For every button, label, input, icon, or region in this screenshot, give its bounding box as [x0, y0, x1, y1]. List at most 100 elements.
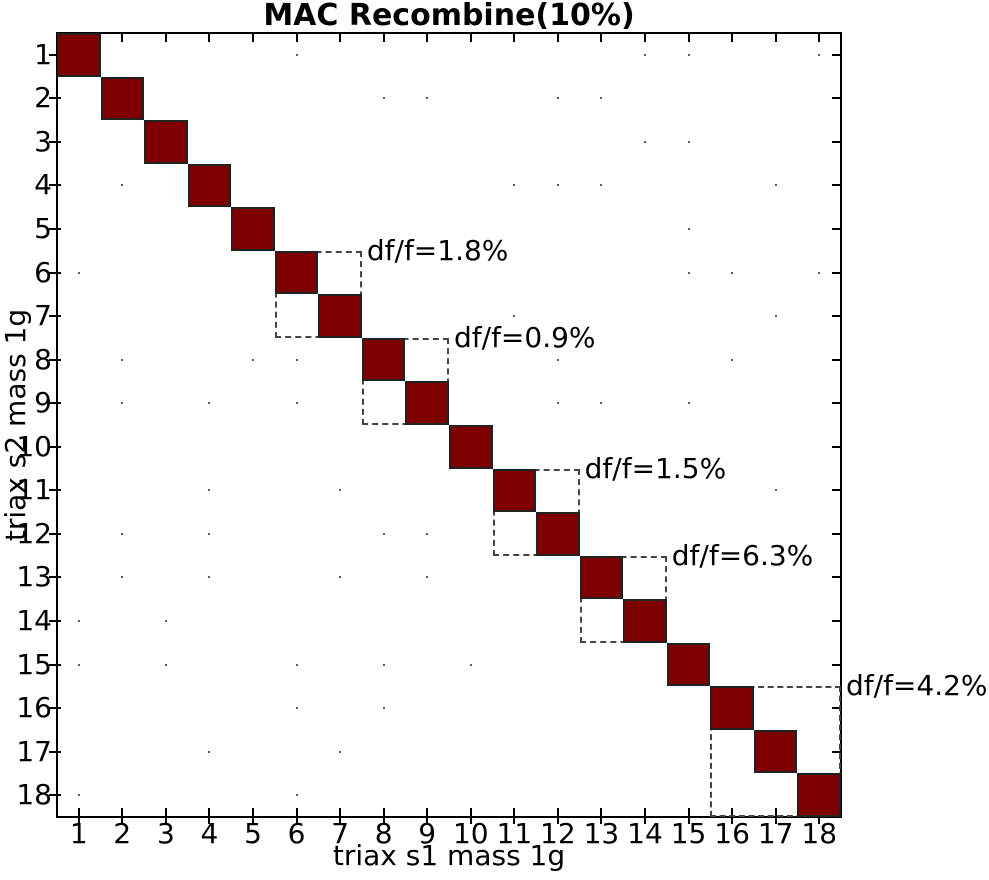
x-axis-tick-top: [687, 34, 690, 42]
low-mac-speck: [556, 402, 559, 405]
y-axis-tick-right: [832, 576, 841, 579]
y-axis-tick-left: [49, 184, 61, 187]
mac-diagonal-cell: [492, 468, 537, 513]
low-mac-speck: [77, 620, 80, 622]
x-axis-tick-top: [469, 34, 472, 42]
low-mac-speck: [121, 532, 124, 535]
y-axis-tick-left: [49, 750, 61, 753]
low-mac-speck: [426, 97, 429, 100]
mac-diagonal-cell: [536, 512, 580, 556]
y-axis-tick-right: [832, 140, 841, 143]
low-mac-speck: [164, 663, 167, 666]
mac-diagonal-cell: [623, 599, 667, 643]
low-mac-speck: [774, 315, 777, 318]
low-mac-speck: [556, 97, 559, 100]
mode-group-dashed-box: [492, 468, 580, 556]
x-axis-tick-bottom: [469, 808, 472, 824]
low-mac-speck: [295, 707, 298, 710]
x-axis-tick-bottom: [644, 808, 646, 824]
x-axis-tick-top: [818, 34, 821, 42]
low-mac-speck: [295, 794, 298, 797]
x-tick-label: 15: [670, 817, 707, 850]
x-tick-label: 11: [496, 817, 533, 850]
low-mac-speck: [121, 402, 124, 405]
x-axis-tick-bottom: [339, 808, 342, 824]
x-axis-tick-top: [382, 34, 385, 42]
x-axis-tick-bottom: [208, 808, 211, 824]
df-over-f-annotation: df/f=1.8%: [366, 233, 509, 267]
low-mac-speck: [382, 707, 385, 710]
y-tick-label: 10: [16, 429, 52, 463]
low-mac-speck: [426, 576, 429, 579]
x-axis-tick-top: [426, 34, 429, 42]
y-axis-tick-right: [832, 445, 841, 448]
x-tick-label: 8: [374, 817, 393, 850]
y-tick-label: 3: [34, 124, 52, 158]
low-mac-speck: [731, 358, 734, 361]
low-mac-speck: [208, 750, 211, 753]
y-axis-tick-left: [49, 445, 61, 448]
low-mac-speck: [644, 140, 646, 143]
low-mac-speck: [687, 402, 690, 405]
x-axis-tick-bottom: [687, 808, 690, 824]
plot-area-frame: [56, 32, 842, 818]
y-axis-tick-left: [49, 620, 61, 622]
y-axis-tick-right: [832, 315, 841, 318]
y-axis-tick-left: [49, 663, 61, 666]
x-tick-label: 1: [69, 817, 88, 850]
mac-diagonal-cell: [405, 381, 449, 425]
x-axis-tick-bottom: [382, 808, 385, 824]
df-over-f-annotation: df/f=6.3%: [671, 538, 814, 572]
low-mac-speck: [164, 620, 167, 622]
low-mac-speck: [121, 358, 124, 361]
y-tick-label: 16: [16, 691, 52, 725]
low-mac-speck: [513, 184, 516, 187]
low-mac-speck: [687, 271, 690, 274]
x-tick-label: 18: [801, 817, 838, 850]
y-tick-label: 14: [16, 604, 52, 637]
low-mac-speck: [252, 358, 254, 361]
y-axis-tick-left: [49, 576, 61, 579]
y-axis-tick-left: [49, 358, 61, 361]
y-axis-tick-left: [49, 271, 61, 274]
x-axis-tick-bottom: [77, 808, 80, 824]
y-tick-label: 11: [16, 473, 52, 507]
low-mac-speck: [208, 576, 211, 579]
y-tick-label: 1: [34, 37, 52, 71]
mac-diagonal-cell: [361, 337, 406, 382]
y-tick-label: 6: [34, 255, 52, 289]
mac-diagonal-cell: [231, 207, 275, 251]
low-mac-speck: [644, 53, 646, 56]
x-axis-tick-bottom: [164, 808, 167, 824]
low-mac-speck: [77, 663, 80, 666]
x-axis-tick-bottom: [426, 808, 429, 824]
low-mac-speck: [600, 402, 603, 405]
df-over-f-annotation: df/f=0.9%: [454, 320, 596, 354]
x-axis-tick-top: [339, 34, 342, 42]
y-axis-tick-left: [49, 53, 61, 56]
low-mac-speck: [382, 97, 385, 100]
low-mac-speck: [818, 271, 821, 274]
y-axis-tick-left: [49, 532, 61, 535]
mac-diagonal-cell: [710, 686, 754, 730]
x-axis-tick-top: [556, 34, 559, 42]
x-axis-tick-top: [295, 34, 298, 42]
low-mac-speck: [687, 228, 690, 230]
low-mac-speck: [295, 402, 298, 405]
y-tick-label: 8: [34, 342, 52, 376]
mode-group-dashed-box: [361, 337, 449, 425]
x-axis-tick-bottom: [121, 808, 124, 824]
df-over-f-annotation: df/f=1.5%: [584, 451, 727, 485]
low-mac-speck: [556, 358, 559, 361]
x-tick-label: 13: [583, 817, 620, 850]
y-axis-tick-left: [49, 402, 61, 405]
x-axis-tick-bottom: [556, 808, 559, 824]
x-axis-tick-top: [513, 34, 516, 42]
low-mac-speck: [382, 532, 385, 535]
mac-diagonal-cell: [318, 294, 362, 338]
mac-diagonal-cell: [666, 642, 711, 687]
x-tick-label: 7: [331, 817, 350, 850]
mode-group-dashed-box: [579, 555, 667, 643]
y-axis-tick-right: [832, 663, 841, 666]
chart-title: MAC Recombine(10%): [263, 0, 635, 33]
